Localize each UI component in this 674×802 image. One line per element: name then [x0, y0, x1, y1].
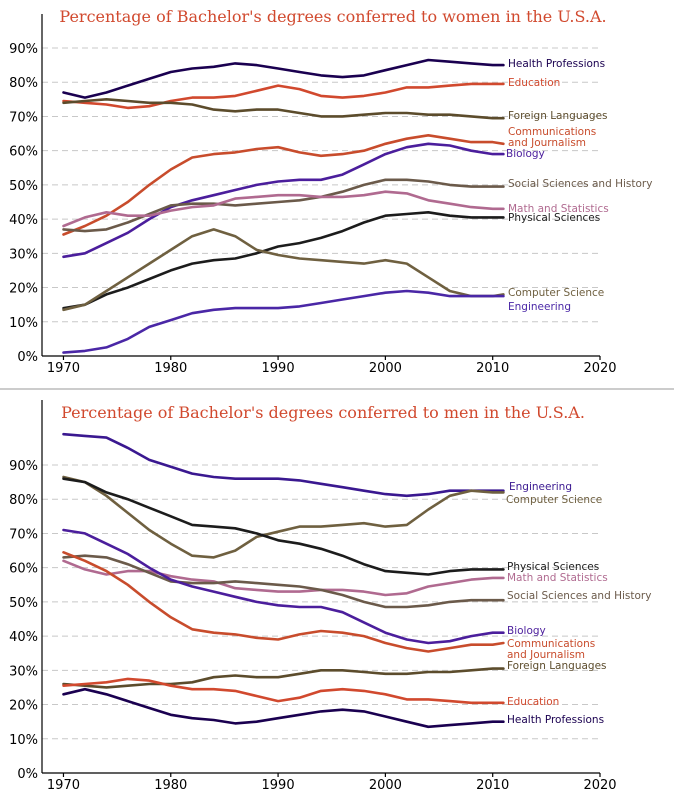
- women-y-tick-label: 0%: [17, 350, 38, 365]
- women-x-tick-label: 1970: [47, 361, 80, 376]
- men-series-line-computer-science: [62, 475, 505, 559]
- men-x-tick-label: 1990: [262, 778, 295, 793]
- men-y-tick-label: 60%: [9, 562, 38, 577]
- men-series-line-education: [62, 677, 505, 705]
- men-series-label-foreign-languages: Foreign Languages: [507, 660, 607, 672]
- men-series-line-communications-and-journalism: [62, 550, 505, 653]
- women-x-tick-label: 1980: [154, 361, 187, 376]
- men-series-line-engineering: [62, 432, 505, 498]
- women-series-label-education: Education: [508, 77, 560, 89]
- women-y-tick-label: 50%: [9, 179, 38, 194]
- women-y-tick-label: 80%: [9, 76, 38, 91]
- men-y-tick-label: 0%: [17, 767, 38, 782]
- men-series-label-communications-and-journalism: Communications and Journalism: [507, 638, 595, 661]
- men-degrees-chart: Percentage of Bachelor's degrees conferr…: [9, 400, 651, 793]
- women-y-tick-label: 40%: [9, 213, 38, 228]
- men-series-label-social-sciences-and-history: Social Sciences and History: [507, 590, 651, 602]
- men-series-label-health-professions: Health Professions: [507, 714, 604, 726]
- women-series-line-computer-science: [62, 228, 505, 312]
- women-series-line-math-and-statistics: [62, 190, 505, 228]
- women-y-tick-label: 10%: [9, 316, 38, 331]
- men-series-label-computer-science: Computer Science: [506, 494, 602, 506]
- men-series-label-physical-sciences: Physical Sciences: [507, 561, 599, 573]
- women-series-label-engineering: Engineering: [508, 301, 571, 313]
- men-x-tick-label: 2010: [476, 778, 509, 793]
- women-series-label-math-and-statistics: Math and Statistics: [508, 203, 609, 215]
- women-y-tick-label: 90%: [9, 42, 38, 57]
- men-series-label-biology: Biology: [507, 625, 546, 637]
- men-y-tick-label: 70%: [9, 527, 38, 542]
- women-chart-title: Percentage of Bachelor's degrees conferr…: [59, 7, 606, 26]
- men-series-line-social-sciences-and-history: [62, 554, 505, 609]
- men-y-tick-label: 40%: [9, 630, 38, 645]
- men-x-tick-label: 2000: [369, 778, 402, 793]
- men-x-tick-label: 1980: [154, 778, 187, 793]
- women-series-label-health-professions: Health Professions: [508, 58, 605, 70]
- men-series-line-biology: [62, 528, 505, 645]
- women-series-label-social-sciences-and-history: Social Sciences and History: [508, 178, 652, 190]
- women-series-line-health-professions: [62, 58, 505, 99]
- women-series-line-physical-sciences: [62, 211, 505, 310]
- men-x-tick-label: 2020: [583, 778, 616, 793]
- women-series-label-foreign-languages: Foreign Languages: [508, 110, 608, 122]
- women-series-label-communications-and-journalism: Communications and Journalism: [508, 126, 596, 149]
- men-series-line-health-professions: [62, 687, 505, 729]
- women-x-tick-label: 2010: [476, 361, 509, 376]
- men-chart-title: Percentage of Bachelor's degrees conferr…: [61, 403, 585, 422]
- women-series-label-biology: Biology: [506, 148, 545, 160]
- women-y-tick-label: 30%: [9, 247, 38, 262]
- women-x-tick-label: 2020: [583, 361, 616, 376]
- women-series-line-education: [62, 82, 505, 110]
- men-y-tick-label: 20%: [9, 699, 38, 714]
- women-degrees-chart: Percentage of Bachelor's degrees conferr…: [9, 7, 652, 376]
- women-x-tick-label: 2000: [369, 361, 402, 376]
- women-series-label-physical-sciences: Physical Sciences: [508, 212, 600, 224]
- men-series-label-education: Education: [507, 696, 559, 708]
- men-series-line-foreign-languages: [62, 667, 505, 689]
- men-series-label-engineering: Engineering: [509, 481, 572, 493]
- women-series-line-communications-and-journalism: [62, 134, 505, 236]
- men-y-tick-label: 80%: [9, 493, 38, 508]
- men-y-tick-label: 90%: [9, 459, 38, 474]
- women-x-tick-label: 1990: [262, 361, 295, 376]
- women-series-line-biology: [62, 142, 505, 259]
- women-series-line-engineering: [62, 289, 505, 354]
- women-series-line-foreign-languages: [62, 98, 505, 120]
- women-y-tick-label: 70%: [9, 110, 38, 125]
- women-y-tick-label: 20%: [9, 282, 38, 297]
- men-x-tick-label: 1970: [47, 778, 80, 793]
- women-y-tick-label: 60%: [9, 145, 38, 160]
- men-y-tick-label: 50%: [9, 596, 38, 611]
- men-series-line-math-and-statistics: [62, 559, 505, 597]
- men-y-tick-label: 30%: [9, 664, 38, 679]
- men-y-tick-label: 10%: [9, 733, 38, 748]
- men-series-line-physical-sciences: [62, 477, 505, 576]
- women-series-label-computer-science: Computer Science: [508, 287, 604, 299]
- women-series-line-social-sciences-and-history: [62, 178, 505, 233]
- men-series-label-math-and-statistics: Math and Statistics: [507, 572, 608, 584]
